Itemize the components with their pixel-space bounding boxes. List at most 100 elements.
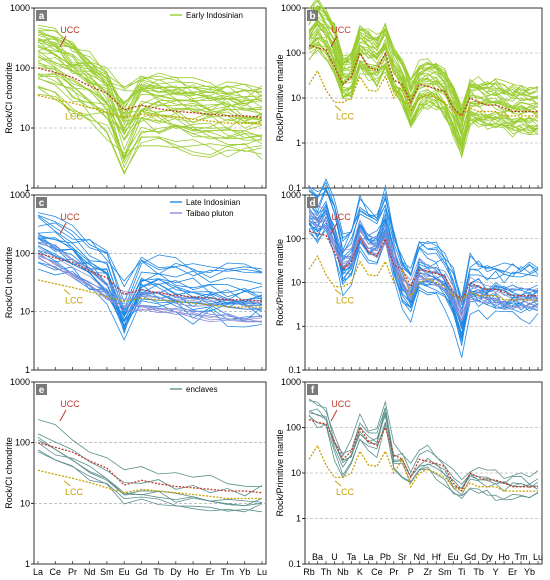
sample-line bbox=[37, 38, 263, 136]
panel-letter-box bbox=[307, 10, 318, 21]
sample-line bbox=[37, 257, 263, 323]
sample-line bbox=[308, 25, 539, 135]
sample-line bbox=[37, 50, 263, 151]
sample-line bbox=[308, 215, 539, 317]
series-lines bbox=[308, 177, 539, 358]
reference-line-lcc bbox=[37, 469, 262, 500]
x-category-label: La bbox=[363, 552, 373, 562]
annotation-ucc: UCC bbox=[60, 25, 80, 35]
y-tick-label: 100 bbox=[15, 248, 30, 258]
sample-line bbox=[308, 415, 539, 501]
sample-line bbox=[308, 41, 539, 151]
reference-line-ucc bbox=[37, 442, 263, 494]
sample-line bbox=[37, 242, 263, 321]
series-lines bbox=[37, 24, 263, 176]
annotation-arrow bbox=[59, 222, 67, 235]
y-tick-label: 1000 bbox=[10, 190, 30, 200]
annotation-arrow bbox=[59, 35, 67, 48]
panel-c: 1 10 100 1000 Rock/CI chondrite c UCC LCC Late I… bbox=[4, 190, 267, 375]
reference-line-lcc bbox=[37, 94, 262, 124]
sample-line bbox=[308, 9, 539, 122]
panel-letter: b bbox=[309, 11, 315, 22]
annotation-arrow bbox=[334, 480, 342, 487]
sample-line bbox=[308, 215, 539, 338]
panel-f: 0.1 1 10 100 1000 Rock/Primitive mantle Rb Ba Th… bbox=[275, 377, 543, 577]
sample-line bbox=[37, 234, 263, 328]
sample-line bbox=[37, 73, 263, 136]
sample-line bbox=[37, 231, 263, 335]
x-category-label: Er bbox=[206, 567, 215, 577]
annotation-arrow bbox=[334, 289, 342, 295]
sample-line bbox=[37, 62, 263, 140]
y-tick-label: 10 bbox=[291, 468, 301, 478]
panel-letter-box bbox=[36, 197, 47, 208]
annotation-arrow bbox=[63, 105, 71, 111]
annotation-ucc: UCC bbox=[331, 25, 351, 35]
y-axis-label: Rock/CI chondrite bbox=[4, 437, 14, 509]
sample-line bbox=[308, 47, 539, 157]
sample-line bbox=[37, 87, 263, 174]
sample-line bbox=[37, 44, 263, 116]
annotation-ucc: UCC bbox=[60, 212, 80, 222]
sample-line bbox=[37, 27, 263, 100]
annotation-lcc: LCC bbox=[336, 487, 355, 497]
annotation-lcc: LCC bbox=[65, 487, 84, 497]
x-category-label: Nd bbox=[414, 552, 426, 562]
sample-line bbox=[37, 45, 263, 120]
x-category-label: P bbox=[408, 567, 414, 577]
x-category-label: Yb bbox=[239, 567, 250, 577]
reference-line-ucc bbox=[308, 44, 538, 117]
panel-a: 1 10 100 1000 Rock/CI chondrite a UCC LCC Early … bbox=[4, 3, 267, 193]
series-lines bbox=[37, 212, 263, 341]
y-tick-label: 100 bbox=[286, 48, 301, 58]
sample-line bbox=[37, 47, 263, 126]
sample-line bbox=[37, 52, 263, 134]
sample-line bbox=[308, 219, 539, 323]
y-tick-label: 1 bbox=[296, 138, 301, 148]
sample-line bbox=[308, 44, 539, 146]
annotation-lcc: LCC bbox=[65, 112, 84, 122]
y-axis-label: Rock/CI chondrite bbox=[4, 62, 14, 134]
reference-line-ucc bbox=[308, 418, 538, 493]
x-category-label: Dy bbox=[482, 552, 493, 562]
sample-line bbox=[37, 442, 263, 503]
plot-frame bbox=[33, 381, 267, 565]
x-category-label: Hf bbox=[432, 552, 441, 562]
annotation-arrow bbox=[59, 409, 67, 422]
annotation-arrow bbox=[63, 480, 71, 487]
y-tick-label: 1000 bbox=[281, 3, 301, 13]
sample-line bbox=[37, 40, 263, 103]
annotation-ucc: UCC bbox=[331, 399, 351, 409]
sample-line bbox=[37, 67, 263, 141]
x-category-label: Tm bbox=[515, 552, 528, 562]
x-category-label: Nd bbox=[84, 567, 96, 577]
y-tick-label: 10 bbox=[20, 307, 30, 317]
y-tick-label: 1000 bbox=[281, 377, 301, 387]
x-category-label: Dy bbox=[170, 567, 181, 577]
sample-line bbox=[37, 44, 263, 129]
sample-line bbox=[37, 57, 263, 129]
annotation-lcc: LCC bbox=[336, 296, 355, 306]
panel-b: 0.1 1 10 100 1000 Rock/Primitive mantle b UCC LC… bbox=[275, 0, 543, 193]
x-category-label: Tm bbox=[221, 567, 234, 577]
panel-d: 0.1 1 10 100 1000 Rock/Primitive mantle d UCC LC… bbox=[275, 177, 543, 375]
x-category-label: Sr bbox=[398, 552, 407, 562]
sample-line bbox=[308, 410, 539, 496]
y-tick-label: 1 bbox=[296, 514, 301, 524]
y-axis-label: Rock/Primitive mantle bbox=[275, 239, 285, 326]
y-axis-label: Rock/Primitive mantle bbox=[275, 54, 285, 141]
x-category-label: Pb bbox=[380, 552, 391, 562]
x-category-label: Eu bbox=[448, 552, 459, 562]
sample-line bbox=[37, 216, 263, 282]
x-category-label: Rb bbox=[303, 567, 315, 577]
sample-line bbox=[37, 215, 263, 288]
sample-line bbox=[37, 436, 263, 507]
sample-line bbox=[308, 414, 539, 501]
x-category-label: Eu bbox=[119, 567, 130, 577]
y-tick-label: 0.1 bbox=[288, 183, 301, 193]
sample-line bbox=[37, 214, 263, 304]
sample-line bbox=[37, 236, 263, 315]
sample-line bbox=[37, 262, 263, 322]
annotation-lcc: LCC bbox=[336, 112, 355, 122]
